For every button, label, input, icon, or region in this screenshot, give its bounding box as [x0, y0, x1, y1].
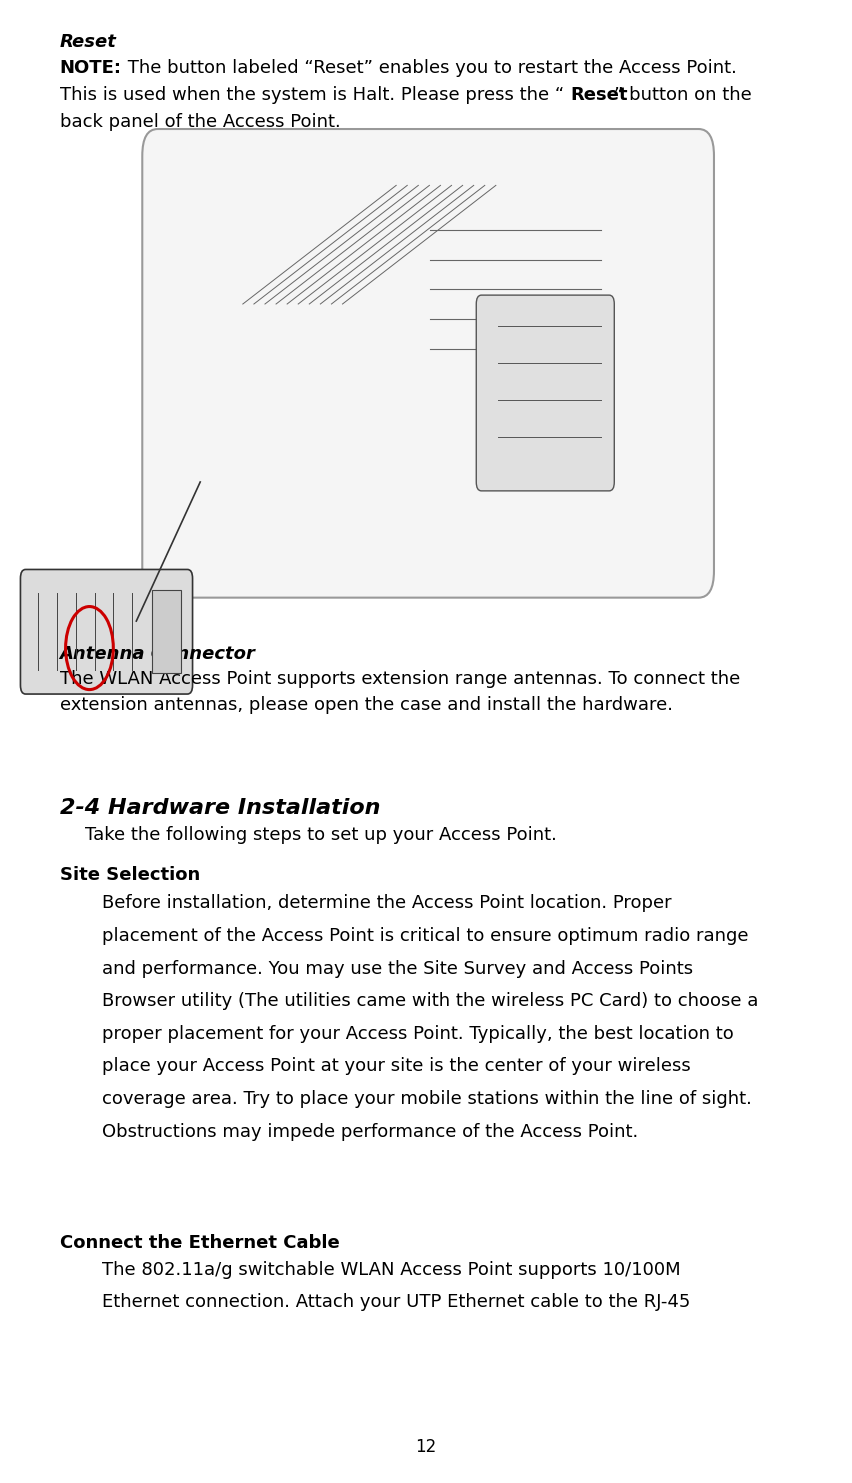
FancyBboxPatch shape — [476, 295, 614, 491]
Text: Take the following steps to set up your Access Point.: Take the following steps to set up your … — [85, 826, 557, 844]
Text: Reset: Reset — [571, 86, 628, 104]
Text: and performance. You may use the Site Survey and Access Points: and performance. You may use the Site Su… — [102, 960, 694, 977]
Text: 2-4 Hardware Installation: 2-4 Hardware Installation — [60, 798, 380, 817]
Text: Connect the Ethernet Cable: Connect the Ethernet Cable — [60, 1234, 339, 1252]
Text: The WLAN Access Point supports extension range antennas. To connect the: The WLAN Access Point supports extension… — [60, 670, 740, 688]
Text: Obstructions may impede performance of the Access Point.: Obstructions may impede performance of t… — [102, 1123, 638, 1140]
FancyBboxPatch shape — [142, 129, 714, 598]
Text: This is used when the system is Halt. Please press the “: This is used when the system is Halt. Pl… — [60, 86, 564, 104]
Text: Site Selection: Site Selection — [60, 866, 200, 884]
Text: 12: 12 — [416, 1439, 436, 1456]
Text: Browser utility (The utilities came with the wireless PC Card) to choose a: Browser utility (The utilities came with… — [102, 992, 758, 1010]
Text: extension antennas, please open the case and install the hardware.: extension antennas, please open the case… — [60, 696, 672, 713]
Text: coverage area. Try to place your mobile stations within the line of sight.: coverage area. Try to place your mobile … — [102, 1090, 752, 1108]
Text: Antenna Connector: Antenna Connector — [60, 645, 256, 663]
Text: Before installation, determine the Access Point location. Proper: Before installation, determine the Acces… — [102, 894, 672, 912]
FancyBboxPatch shape — [152, 590, 181, 673]
Text: NOTE:: NOTE: — [60, 59, 122, 77]
Text: The 802.11a/g switchable WLAN Access Point supports 10/100M: The 802.11a/g switchable WLAN Access Poi… — [102, 1261, 681, 1278]
FancyBboxPatch shape — [20, 569, 193, 694]
Text: The button labeled “Reset” enables you to restart the Access Point.: The button labeled “Reset” enables you t… — [122, 59, 737, 77]
Text: Reset: Reset — [60, 33, 117, 50]
Text: ” button on the: ” button on the — [614, 86, 752, 104]
Text: place your Access Point at your site is the center of your wireless: place your Access Point at your site is … — [102, 1057, 691, 1075]
Text: Ethernet connection. Attach your UTP Ethernet cable to the RJ-45: Ethernet connection. Attach your UTP Eth… — [102, 1293, 691, 1311]
Text: placement of the Access Point is critical to ensure optimum radio range: placement of the Access Point is critica… — [102, 927, 749, 945]
Text: back panel of the Access Point.: back panel of the Access Point. — [60, 113, 341, 131]
Text: proper placement for your Access Point. Typically, the best location to: proper placement for your Access Point. … — [102, 1025, 734, 1043]
